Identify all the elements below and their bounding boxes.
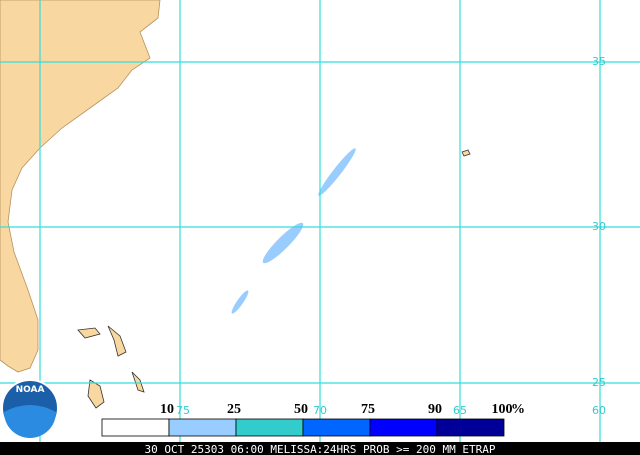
status-bar xyxy=(0,442,640,455)
legend-swatch xyxy=(436,418,505,437)
legend-swatch xyxy=(101,418,170,437)
legend: 10 25 50 75 90 100% xyxy=(101,402,525,437)
noaa-logo: NOAA xyxy=(1,379,59,438)
legend-label: 50 xyxy=(294,402,308,417)
legend-unit: % xyxy=(511,402,525,417)
islands xyxy=(77,149,471,409)
status-text: 30 OCT 25303 06:00 MELISSA:24HRS PROB >=… xyxy=(145,443,496,455)
grid xyxy=(0,0,640,442)
legend-label: 100 xyxy=(492,402,513,417)
lon-label: 60 xyxy=(592,404,606,417)
lon-label: 65 xyxy=(453,404,467,417)
legend-swatch xyxy=(369,418,438,437)
logo-text: NOAA xyxy=(16,385,45,395)
legend-swatch xyxy=(235,418,304,437)
lon-label: 75 xyxy=(176,404,190,417)
legend-label: 90 xyxy=(428,402,442,417)
lat-label: 30 xyxy=(592,220,606,233)
lat-label: 25 xyxy=(592,376,606,389)
lon-label: 70 xyxy=(313,404,327,417)
legend-swatch xyxy=(302,418,371,437)
lat-label: 35 xyxy=(592,55,606,68)
legend-label: 25 xyxy=(227,402,241,417)
legend-label: 75 xyxy=(361,402,375,417)
probability-area xyxy=(231,148,356,314)
legend-swatch xyxy=(168,418,237,437)
legend-label: 10 xyxy=(160,402,174,417)
